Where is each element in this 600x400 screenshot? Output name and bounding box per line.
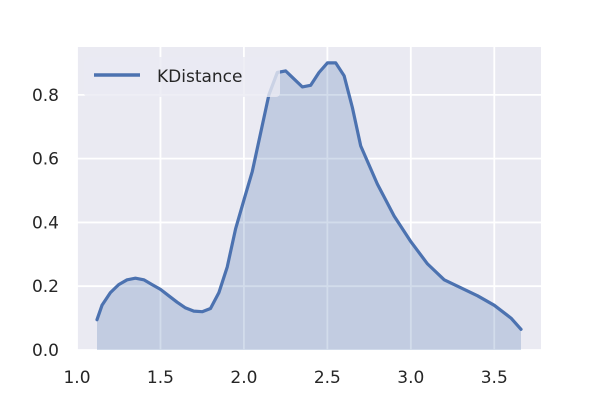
y-tick-labels: 0.0 0.2 0.4 0.6 0.8 (32, 86, 59, 361)
x-tick-label: 2.5 (314, 368, 341, 388)
y-tick-label: 0.0 (32, 341, 59, 361)
x-tick-label: 3.5 (481, 368, 508, 388)
y-tick-label: 0.6 (32, 150, 59, 170)
x-tick-label: 1.5 (147, 368, 174, 388)
legend: KDistance (84, 57, 280, 97)
x-tick-label: 2.0 (230, 368, 257, 388)
legend-box (84, 57, 280, 97)
y-tick-label: 0.8 (32, 86, 59, 106)
plot-area-background (77, 47, 541, 350)
x-tick-label: 1.0 (63, 368, 90, 388)
series-area-kdistance (97, 62, 521, 351)
y-tick-label: 0.4 (32, 213, 59, 233)
x-tick-labels: 1.0 1.5 2.0 2.5 3.0 3.5 (63, 368, 507, 388)
x-tick-label: 3.0 (397, 368, 424, 388)
legend-label-kdistance: KDistance (157, 67, 242, 87)
y-tick-label: 0.2 (32, 277, 59, 297)
